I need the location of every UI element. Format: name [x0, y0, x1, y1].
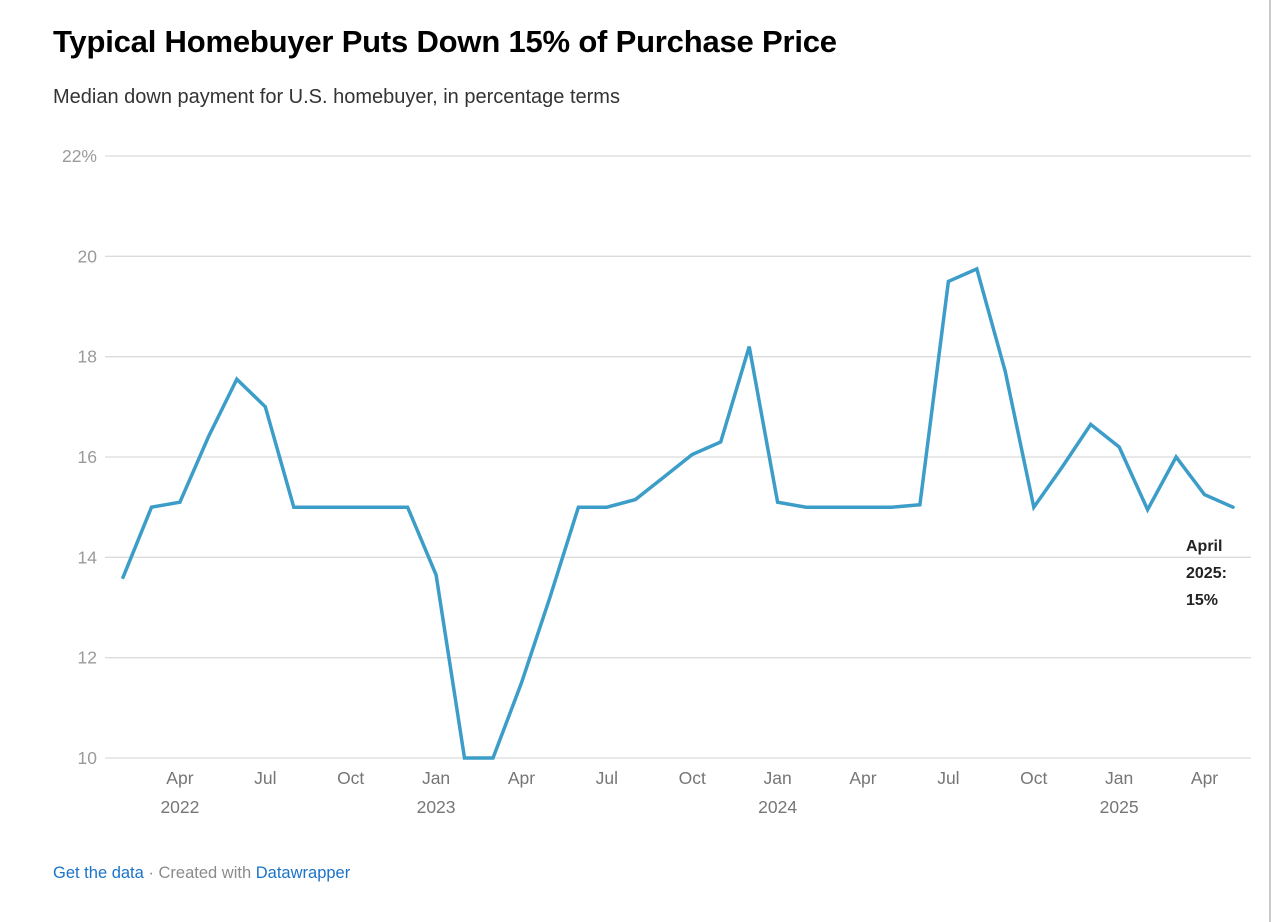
x-tick-label: Oct — [337, 768, 364, 788]
x-tick-label: Jul — [937, 768, 959, 788]
chart-subtitle: Median down payment for U.S. homebuyer, … — [53, 86, 620, 108]
x-tick-year-label: 2023 — [417, 797, 456, 817]
x-tick-label: Jan — [422, 768, 450, 788]
footer-dot: · — [148, 864, 154, 882]
data-line — [121, 266, 1235, 760]
line-chart-canvas: 22% 20 18 16 14 12 10 Apr 2022 Jul Oct Jan 2023 Apr Ju… — [62, 146, 1251, 817]
get-the-data-link[interactable]: Get the data — [53, 864, 144, 882]
x-tick-label: Oct — [679, 768, 706, 788]
x-tick-label: Apr — [508, 768, 535, 788]
x-tick-label: Jul — [254, 768, 276, 788]
right-edge-scroll-line — [1269, 0, 1271, 922]
y-tick-label: 14 — [78, 547, 98, 567]
x-tick-year-label: 2025 — [1100, 797, 1139, 817]
y-tick-label: 10 — [78, 748, 98, 768]
x-tick-label: Jan — [764, 768, 792, 788]
y-tick-label: 18 — [78, 347, 97, 367]
x-tick-year-label: 2022 — [160, 797, 199, 817]
x-tick-label: Apr — [166, 768, 193, 788]
datawrapper-link[interactable]: Datawrapper — [255, 864, 351, 882]
x-tick-year-label: 2024 — [758, 797, 797, 817]
x-tick-label: Apr — [849, 768, 876, 788]
last-point-annotation: April 2025: 15% — [1186, 538, 1227, 609]
x-tick-label: Jan — [1105, 768, 1133, 788]
x-tick-label: Jul — [596, 768, 618, 788]
y-tick-label: 22% — [62, 146, 97, 166]
y-tick-label: 20 — [78, 246, 98, 266]
page-title: Typical Homebuyer Puts Down 15% of Purch… — [53, 24, 837, 59]
y-tick-label: 16 — [78, 447, 97, 467]
chart-footer: Get the data · Created with Datawrapper — [53, 864, 350, 883]
created-with-text: Created with — [158, 864, 252, 882]
x-tick-label: Oct — [1020, 768, 1047, 788]
x-tick-label: Apr — [1191, 768, 1218, 788]
y-tick-label: 12 — [78, 648, 97, 668]
